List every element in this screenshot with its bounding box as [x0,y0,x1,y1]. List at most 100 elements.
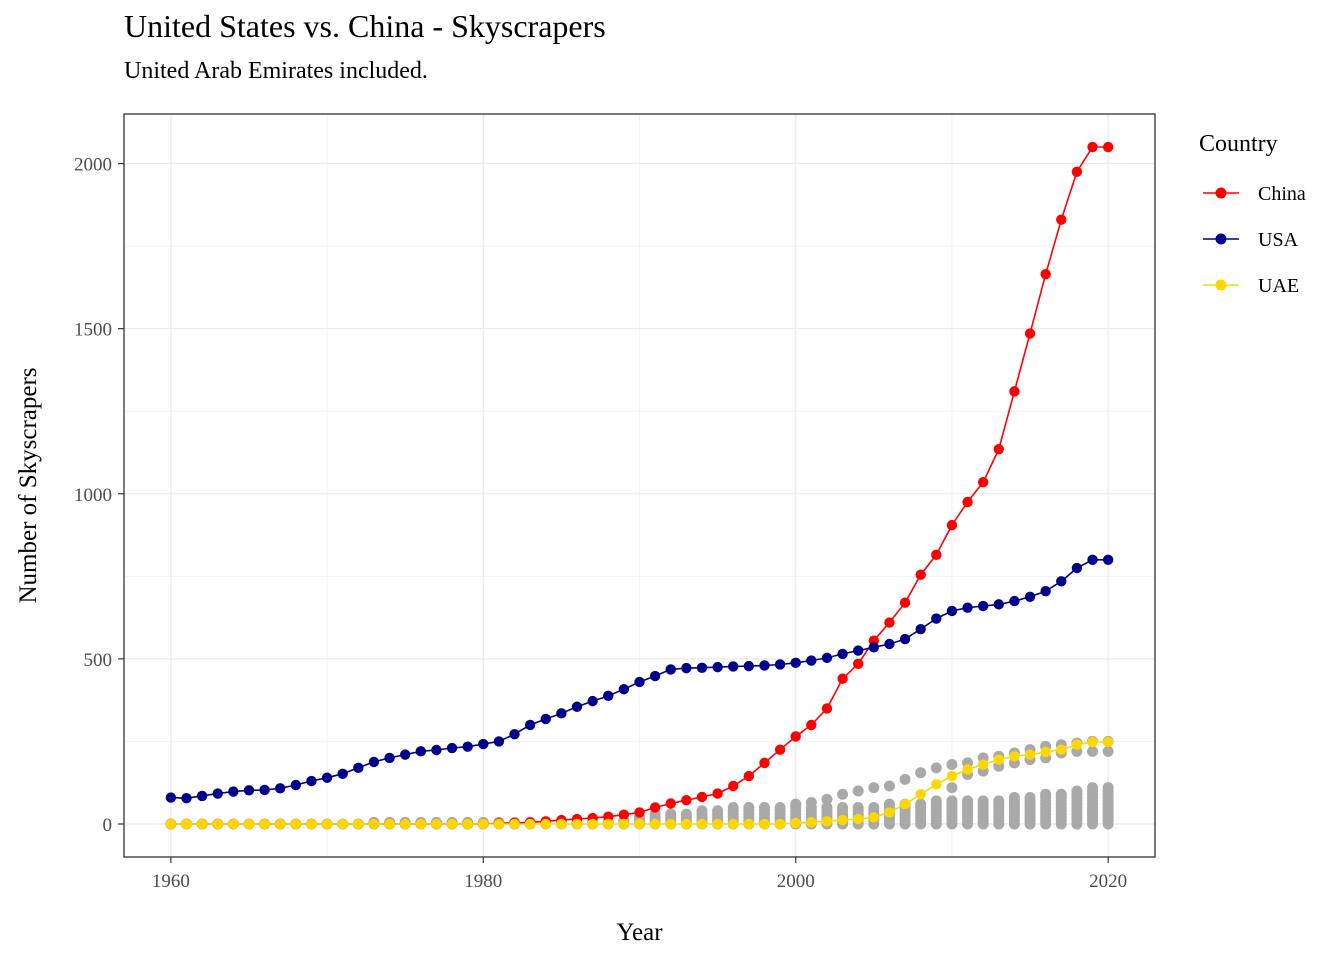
data-point-uae [696,818,708,830]
data-point-uae [446,818,458,830]
background-point [915,767,927,779]
data-point-uae [321,818,333,830]
data-point-usa [243,785,255,796]
background-point [805,797,817,809]
data-point-china [681,795,692,806]
background-point [962,795,974,807]
data-point-usa [852,645,864,656]
background-point [821,801,833,813]
data-point-usa [884,638,895,650]
x-tick-label: 1960 [152,871,190,892]
data-point-usa [868,642,880,653]
data-point-usa [446,742,458,754]
data-point-china [728,780,739,792]
background-point [993,795,1005,807]
data-point-uae [259,818,270,830]
data-point-china [634,807,645,818]
data-point-usa [837,648,848,660]
data-point-china [993,443,1004,455]
background-point [743,801,755,813]
data-point-usa [181,793,192,804]
data-point-usa [774,659,786,670]
data-point-usa [899,633,911,645]
data-point-china [743,770,755,782]
data-point-uae [712,818,723,830]
data-point-uae [915,789,926,800]
data-point-china [1071,166,1083,177]
data-point-usa [212,788,223,799]
legend-label: UAE [1258,275,1299,297]
data-point-uae [946,770,958,782]
data-point-usa [337,768,348,779]
data-point-usa [821,652,833,664]
data-point-uae [196,818,208,830]
y-axis-title: Number of Skyscrapers [15,367,42,603]
data-point-china [759,757,770,769]
data-point-uae [524,818,536,830]
data-point-usa [587,695,598,707]
data-point-usa [196,790,208,802]
data-point-uae [821,816,833,827]
data-point-uae [399,818,411,830]
data-point-usa [571,701,583,712]
data-point-usa [806,655,817,666]
data-point-usa [556,708,567,719]
legend-item-china: China [1203,183,1306,205]
background-point [946,759,958,771]
background-point [837,788,849,800]
data-point-china [1024,328,1036,339]
data-point-uae [931,779,942,790]
data-point-usa [759,660,770,671]
data-point-usa [384,752,395,764]
data-point-china [603,811,614,822]
data-point-uae [431,818,442,830]
series-layer [165,141,1114,830]
background-point [790,798,802,810]
legend-key-point [1215,279,1227,291]
x-tick-label: 2020 [1089,871,1127,892]
background-point [1008,792,1020,804]
data-point-uae [306,818,317,830]
data-point-china [962,496,973,508]
legend-key-point [1215,187,1227,199]
data-point-usa [415,746,427,757]
background-point [1055,788,1067,800]
data-point-china [790,731,801,742]
data-point-usa [431,744,442,756]
y-tick-label: 1000 [74,485,112,506]
data-point-uae [852,813,864,825]
data-point-uae [1024,749,1036,760]
background-point [1024,792,1036,804]
data-point-usa [915,623,926,635]
data-point-uae [618,818,630,830]
data-point-usa [946,605,958,617]
data-point-usa [1024,591,1036,602]
data-point-uae [290,818,302,830]
background-point [712,805,724,817]
data-point-uae [681,818,692,830]
background-point [665,808,677,820]
data-point-china [806,719,817,731]
data-point-uae [759,818,770,830]
data-point-uae [243,818,255,830]
data-point-uae [462,818,473,830]
background-point [727,801,739,813]
data-point-uae [165,818,177,830]
data-point-china [696,791,708,803]
data-point-china [899,597,911,608]
data-point-uae [228,818,239,830]
data-point-usa [1071,562,1083,574]
data-point-uae [1071,739,1083,750]
background-point [868,801,880,813]
data-point-china [1009,386,1020,397]
data-point-china [665,798,676,809]
data-point-uae [728,818,739,830]
panel-border [123,113,1156,858]
background-point [774,801,786,813]
data-point-uae [603,818,614,830]
data-point-uae [181,818,192,830]
legend-label: China [1258,183,1306,205]
background-point [899,773,911,785]
y-tick-label: 1500 [74,320,112,341]
data-point-usa [790,657,801,669]
